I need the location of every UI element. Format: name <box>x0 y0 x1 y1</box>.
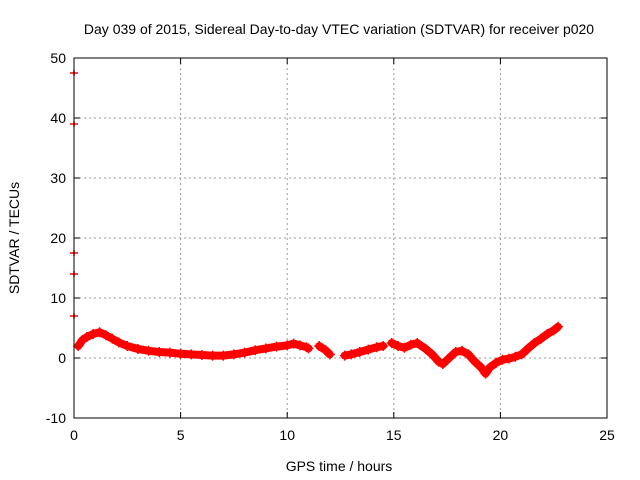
data-point <box>427 349 438 360</box>
data-point <box>288 338 299 349</box>
data-point <box>412 338 423 348</box>
data-point <box>484 362 495 373</box>
data-point <box>386 338 397 348</box>
data-point <box>73 341 84 351</box>
x-tick-label: 15 <box>386 427 402 443</box>
y-tick-label: 0 <box>58 350 66 366</box>
data-point <box>239 347 250 358</box>
data-point <box>497 354 508 365</box>
x-axis-label: GPS time / hours <box>286 458 393 474</box>
x-tick-label: 25 <box>599 427 615 443</box>
data-point <box>271 341 282 352</box>
chart-title: Day 039 of 2015, Sidereal Day-to-day VTE… <box>84 21 594 37</box>
data-point <box>346 349 357 360</box>
data-point <box>523 343 534 354</box>
y-tick-label: 30 <box>50 170 66 186</box>
data-point <box>516 349 527 360</box>
data-point <box>437 359 448 369</box>
data-point <box>294 340 305 351</box>
data-point <box>100 330 111 341</box>
data-point <box>552 321 563 332</box>
data-point <box>399 342 410 353</box>
data-point <box>260 343 271 354</box>
data-point <box>175 348 186 359</box>
data-point <box>354 347 365 357</box>
data-point <box>196 350 207 360</box>
data-point <box>491 357 502 368</box>
data-point <box>503 353 514 364</box>
y-tick-label: 40 <box>50 110 66 126</box>
data-point <box>282 340 293 351</box>
series-band <box>74 328 313 360</box>
data-point <box>339 350 350 361</box>
data-point <box>88 329 99 339</box>
data-point <box>154 347 165 357</box>
data-point <box>301 342 312 353</box>
data-point <box>469 356 480 367</box>
data-point <box>164 347 175 358</box>
data-point <box>81 332 92 342</box>
x-tick-label: 5 <box>177 427 185 443</box>
data-point <box>433 356 444 367</box>
data-point <box>143 345 154 356</box>
data-point <box>314 341 325 351</box>
x-tick-label: 0 <box>70 427 78 443</box>
data-point <box>186 349 197 360</box>
data-point <box>463 349 474 360</box>
y-tick-label: 20 <box>50 230 66 246</box>
data-point <box>405 339 416 350</box>
x-tick-label: 20 <box>493 427 509 443</box>
series-band <box>387 322 562 378</box>
data-point <box>320 345 331 356</box>
data-point <box>207 350 218 361</box>
y-tick-label: -10 <box>46 410 66 426</box>
data-point <box>228 349 239 360</box>
data-point <box>132 344 143 354</box>
data-point <box>450 347 461 357</box>
data-point <box>122 341 133 351</box>
data-point <box>457 345 468 356</box>
data-point <box>363 344 374 355</box>
y-tick-label: 50 <box>50 50 66 66</box>
data-point <box>371 342 382 353</box>
data-point <box>444 353 455 363</box>
data-point <box>393 341 404 351</box>
data-point <box>542 329 553 339</box>
x-tick-label: 10 <box>279 427 295 443</box>
data-point <box>535 333 546 344</box>
y-axis-label: SDTVAR / TECUs <box>6 182 22 294</box>
data-point <box>250 345 261 356</box>
data-point <box>510 351 521 362</box>
data-series <box>73 321 563 379</box>
plot-frame <box>73 57 608 419</box>
data-point <box>113 337 124 348</box>
data-point <box>476 362 487 373</box>
data-point <box>94 327 105 338</box>
data-point <box>420 344 431 354</box>
data-point <box>324 349 335 360</box>
y-tick-label: 10 <box>50 290 66 306</box>
grid-lines <box>74 58 607 418</box>
data-point <box>378 341 389 351</box>
data-point <box>529 338 540 348</box>
data-point <box>218 350 229 361</box>
data-point <box>107 333 118 344</box>
data-point <box>480 368 491 379</box>
data-point <box>303 343 314 354</box>
